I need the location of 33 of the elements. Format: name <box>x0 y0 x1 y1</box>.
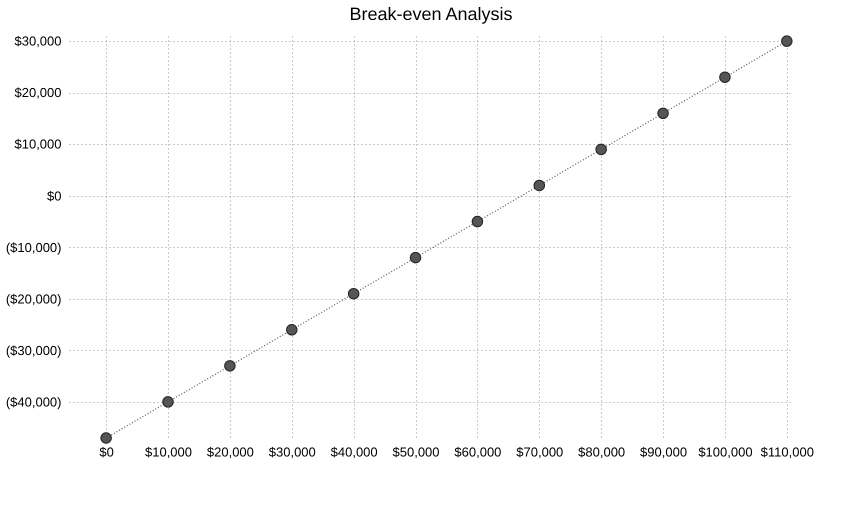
y-tick-label: $20,000 <box>14 85 62 100</box>
point <box>719 71 731 83</box>
y-tick-label: $30,000 <box>14 34 62 49</box>
y-tick-label: ($10,000) <box>6 240 62 255</box>
point <box>348 288 360 300</box>
point <box>595 144 607 156</box>
point <box>472 216 484 228</box>
x-tick-label: $100,000 <box>698 444 753 460</box>
y-tick-label: $0 <box>47 188 62 204</box>
point <box>162 396 174 408</box>
x-tick-label: $60,000 <box>454 444 502 460</box>
point <box>410 252 422 264</box>
x-tick-label: $20,000 <box>206 444 254 460</box>
point <box>224 360 236 372</box>
chart-title: Break-even Analysis <box>349 4 513 24</box>
y-tick-label: ($30,000) <box>6 342 62 358</box>
point <box>100 432 112 444</box>
point <box>534 180 546 192</box>
point <box>286 324 298 336</box>
y-tick-label: $10,000 <box>14 136 62 152</box>
y-tick-label: ($40,000) <box>6 394 62 410</box>
y-tick-label: ($20,000) <box>6 291 62 306</box>
x-tick-label: $90,000 <box>640 444 688 460</box>
x-tick-label: $110,000 <box>760 444 814 460</box>
point <box>781 35 793 47</box>
point <box>657 108 669 120</box>
x-tick-label: $70,000 <box>516 444 564 460</box>
x-tick-label: $80,000 <box>578 444 626 460</box>
x-tick-label: $40,000 <box>330 444 378 460</box>
x-tick-label: $10,000 <box>145 444 192 460</box>
x-tick-label: $0 <box>99 444 114 460</box>
x-tick-label: $50,000 <box>392 444 440 460</box>
x-tick-label: $30,000 <box>268 444 316 460</box>
